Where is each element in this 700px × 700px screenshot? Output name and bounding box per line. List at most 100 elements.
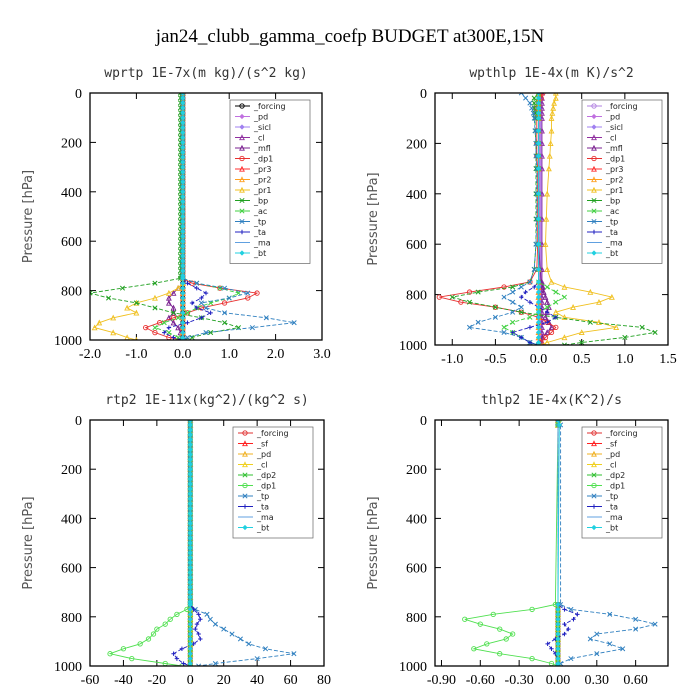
data-point: [527, 279, 533, 285]
data-point: [187, 530, 193, 536]
y-tick-label: 800: [61, 611, 82, 626]
data-point: [587, 288, 594, 295]
series-ta: [171, 420, 203, 666]
data-point: [535, 266, 542, 273]
legend-label: _bt: [253, 249, 266, 258]
data-point: [187, 560, 193, 566]
data-point: [535, 128, 542, 134]
legend-marker: [242, 504, 248, 509]
x-tick-label: -0.5: [484, 352, 506, 367]
y-tick-label: 200: [61, 136, 82, 151]
data-point: [596, 319, 602, 325]
data-point: [535, 95, 542, 101]
data-point: [180, 100, 186, 106]
data-point: [198, 636, 203, 642]
data-point: [181, 661, 186, 666]
legend-label: _bt: [605, 249, 618, 258]
data-point: [180, 134, 186, 141]
x-tick-label: -40: [114, 673, 133, 688]
y-tick-label: 800: [406, 611, 427, 626]
legend-marker: [239, 144, 245, 151]
data-point: [548, 278, 555, 285]
panel-4: thlp2 1E-4x(K^2)/s Pressure [hPa] 0 200 400 6…: [366, 393, 669, 688]
data-point: [549, 109, 556, 116]
data-point: [555, 651, 561, 657]
data-point: [152, 305, 158, 311]
y-tick-label: 1000: [54, 660, 82, 675]
y-tick-label: 400: [61, 512, 82, 527]
legend-label: _tp: [256, 492, 269, 501]
series-line: [452, 93, 657, 345]
chart-panels: wprtp 1E-7x(m kg)/(s^2 kg) Pressure [hPa]…: [21, 66, 677, 688]
data-point: [187, 501, 193, 507]
legend-label: _ma: [256, 513, 274, 522]
data-point: [162, 621, 168, 627]
legend-marker: [239, 250, 245, 256]
data-point: [245, 290, 251, 296]
data-point: [535, 284, 542, 290]
data-point: [263, 315, 269, 321]
y-axis-label: Pressure [hPa]: [21, 170, 36, 263]
data-point: [545, 641, 550, 647]
legend-marker: [242, 430, 248, 436]
y-tick-label: 800: [61, 285, 82, 300]
data-point: [187, 594, 193, 600]
data-point: [652, 329, 658, 335]
data-point: [106, 295, 112, 301]
data-point: [622, 334, 628, 340]
data-point: [187, 471, 193, 477]
panel-2: wpthlp 1E-4x(m K)/s^2 Pressure [hPa] 0 200 4…: [366, 66, 677, 367]
data-point: [235, 290, 242, 296]
data-point: [187, 550, 193, 556]
legend-marker: [591, 155, 597, 162]
series-ac: [152, 93, 242, 340]
legend-marker: [591, 482, 597, 489]
data-point: [189, 300, 195, 306]
data-point: [180, 315, 186, 321]
legend-label: _dp1: [605, 482, 625, 491]
data-point: [579, 339, 585, 345]
data-point: [171, 335, 176, 340]
data-point: [544, 298, 551, 305]
series-line: [546, 420, 579, 666]
data-point: [535, 334, 542, 341]
legend-marker: [242, 493, 248, 499]
data-point: [535, 241, 542, 247]
data-point: [596, 298, 602, 305]
data-point: [208, 330, 214, 336]
x-tick-label: 0: [187, 673, 194, 688]
legend-label: _ta: [253, 228, 266, 237]
data-point: [187, 520, 193, 526]
data-point: [484, 641, 490, 647]
data-point: [170, 319, 177, 326]
data-point: [180, 203, 186, 210]
data-point: [180, 238, 186, 244]
data-point: [501, 329, 507, 335]
legend-marker: [591, 524, 597, 531]
data-point: [562, 631, 567, 637]
legend-label: _pr3: [605, 165, 623, 174]
data-point: [180, 110, 186, 116]
data-point: [175, 284, 182, 291]
x-tick-label: -0.60: [466, 673, 495, 688]
data-point: [545, 165, 552, 172]
legend-label: _tp: [605, 218, 618, 227]
data-point: [535, 105, 542, 111]
data-point: [208, 310, 213, 316]
data-point: [291, 651, 297, 657]
data-point: [510, 299, 516, 305]
data-point: [562, 621, 567, 627]
data-point: [212, 621, 218, 627]
data-point: [175, 324, 182, 331]
data-point: [185, 320, 190, 325]
data-point: [154, 626, 160, 632]
data-point: [180, 285, 186, 291]
panel-title: wpthlp 1E-4x(m K)/s^2: [469, 66, 633, 81]
data-point: [547, 140, 554, 147]
data-point: [633, 626, 639, 632]
data-point: [607, 641, 613, 647]
series-pr1: [536, 93, 620, 345]
data-point: [161, 320, 167, 326]
data-point: [203, 290, 209, 296]
data-point: [180, 95, 186, 101]
